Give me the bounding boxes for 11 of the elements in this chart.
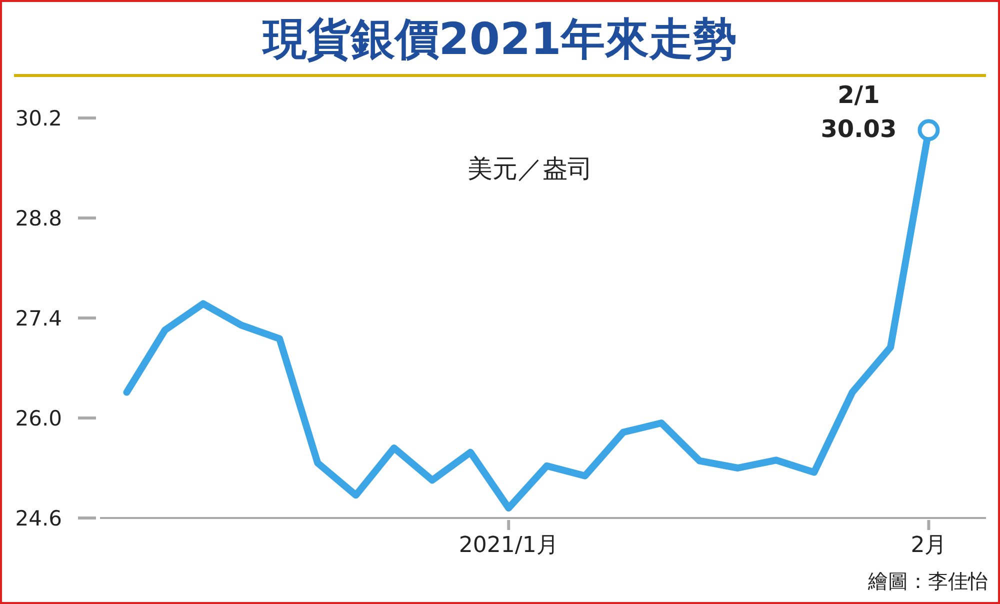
- annotation: 2/1 30.03: [820, 80, 898, 146]
- x-tick-label: 2021/1月: [458, 533, 558, 558]
- y-tick-label: 28.8: [15, 206, 62, 230]
- y-tick-label: 24.6: [15, 506, 62, 530]
- y-tick-label: 30.2: [15, 106, 62, 130]
- chart-title: 現貨銀價2021年來走勢: [261, 13, 738, 67]
- y-tick-label: 27.4: [15, 306, 62, 330]
- y-axis-title: 美元／盎司: [466, 153, 594, 185]
- x-tick-label: 2月: [910, 533, 947, 558]
- text: 繪圖：李佳怡: [868, 568, 988, 595]
- y-tick-label: 26.0: [15, 406, 62, 430]
